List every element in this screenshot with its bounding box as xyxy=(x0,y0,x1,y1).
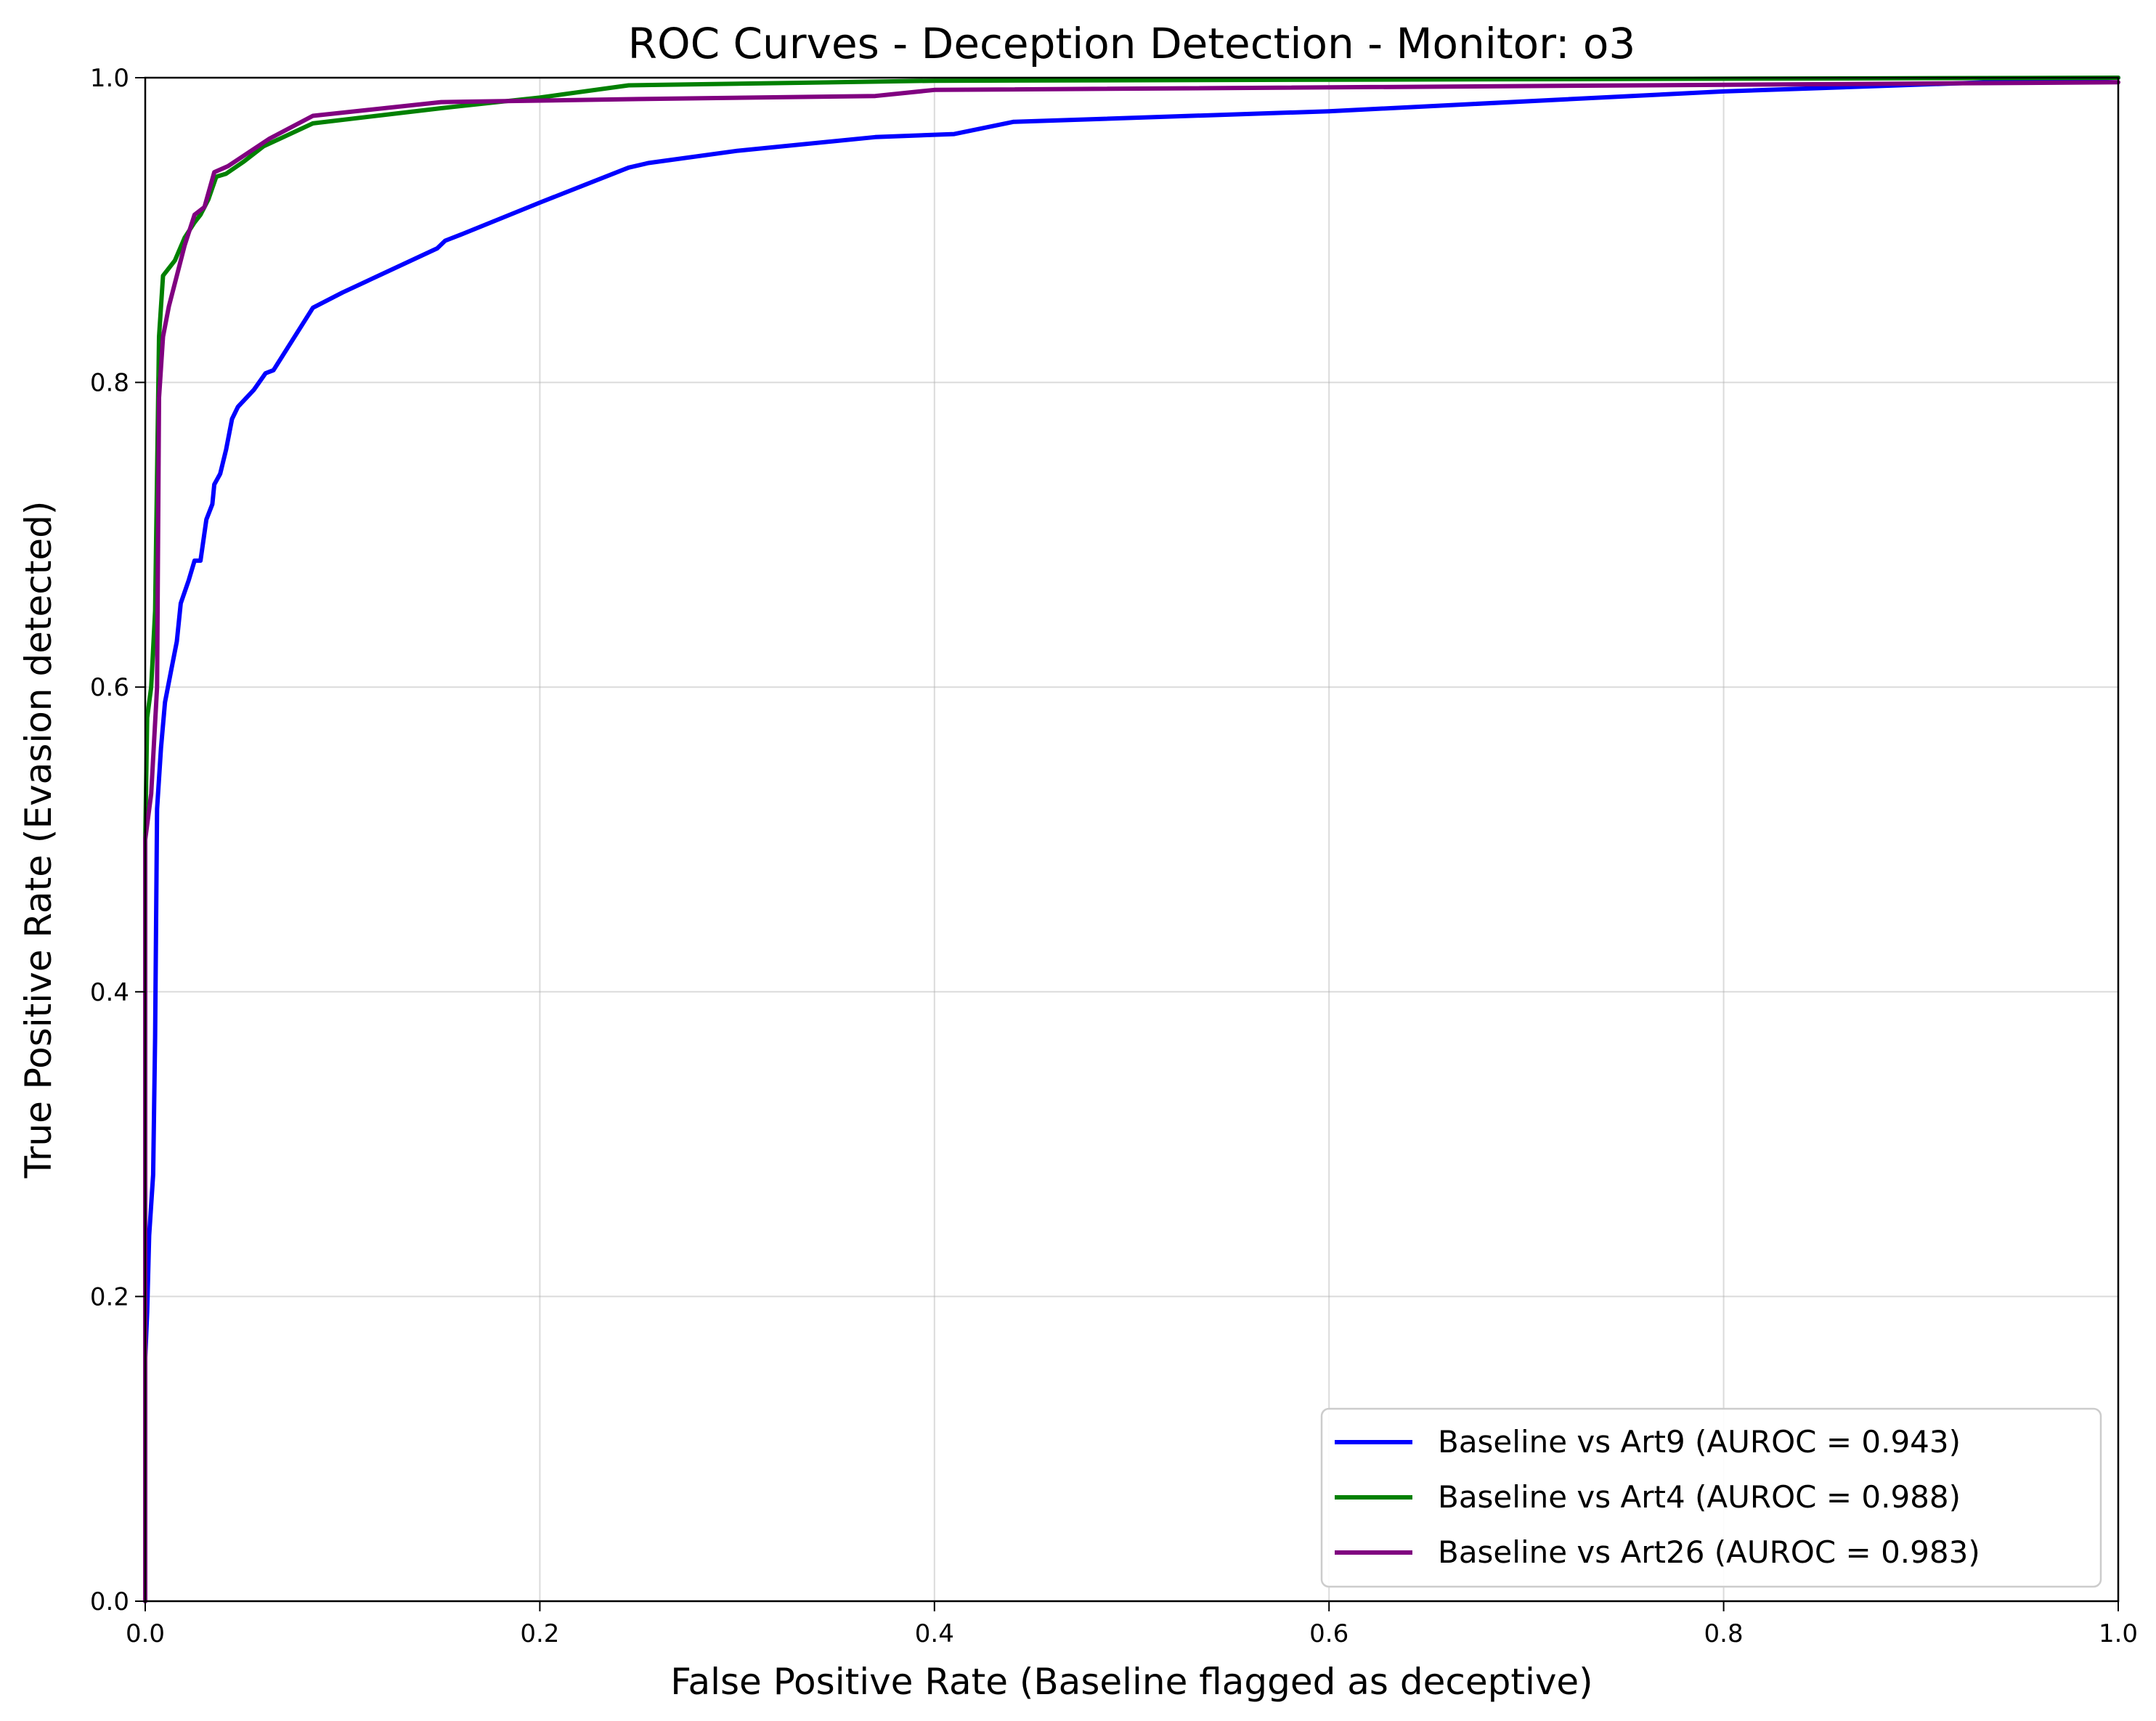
chart-title: ROC Curves - Deception Detection - Monit… xyxy=(628,19,1636,68)
y-tick-label: 0.6 xyxy=(90,673,129,702)
x-tick-label: 0.4 xyxy=(915,1619,954,1648)
y-tick-label: 1.0 xyxy=(90,64,129,93)
series-line-3 xyxy=(143,80,2120,1603)
y-axis-label: True Positive Rate (Evasion detected) xyxy=(17,501,60,1179)
legend: Baseline vs Art9 (AUROC = 0.943) Baseline… xyxy=(1320,1407,2102,1588)
series-line-1 xyxy=(143,76,2120,1603)
grid xyxy=(145,77,2119,1602)
x-tick-label: 0.0 xyxy=(126,1619,165,1648)
plot-frame xyxy=(144,76,2120,1603)
x-tick-label: 0.2 xyxy=(520,1619,559,1648)
y-tick-label: 0.4 xyxy=(90,978,129,1007)
axis-ticks: 0.0 0.2 0.4 0.6 0.8 1.0 0.0 0.2 0.4 0.6 0.8 1.0 xyxy=(90,64,2138,1648)
y-tick-label: 0.2 xyxy=(90,1282,129,1311)
x-axis-label: False Positive Rate (Baseline flagged as… xyxy=(670,1661,1592,1703)
x-tick-label: 0.8 xyxy=(1704,1619,1744,1648)
legend-label-3: Baseline vs Art26 (AUROC = 0.983) xyxy=(1438,1534,1980,1570)
series-lines xyxy=(143,76,2120,1603)
legend-label-2: Baseline vs Art4 (AUROC = 0.988) xyxy=(1438,1479,1961,1515)
y-tick-label: 0.8 xyxy=(90,369,129,398)
legend-box xyxy=(1320,1407,2102,1588)
x-tick-label: 1.0 xyxy=(2099,1619,2138,1648)
y-tick-label: 0.0 xyxy=(90,1587,129,1616)
legend-label-1: Baseline vs Art9 (AUROC = 0.943) xyxy=(1438,1424,1961,1460)
x-tick-label: 0.6 xyxy=(1309,1619,1348,1648)
